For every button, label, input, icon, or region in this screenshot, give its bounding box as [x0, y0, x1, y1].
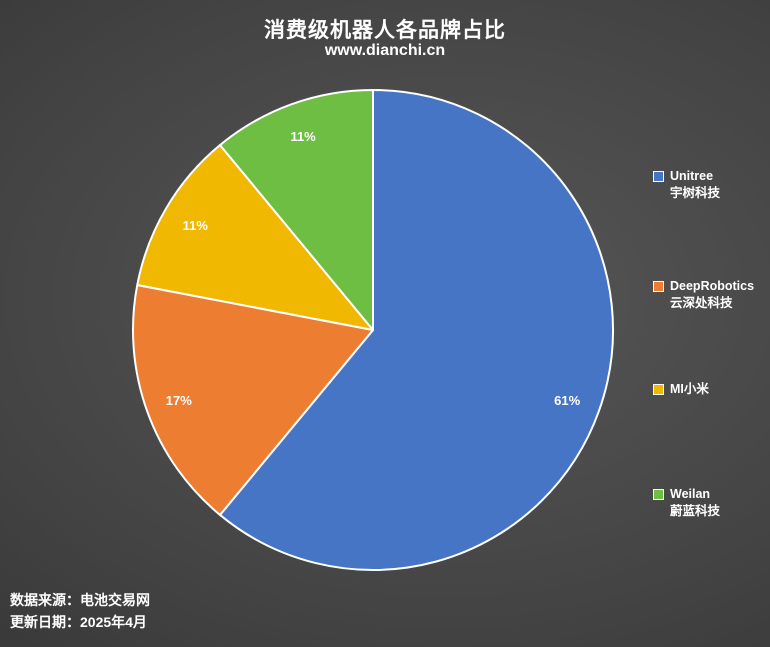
legend-label: DeepRobotics 云深处科技 — [670, 279, 755, 310]
legend-item-unitree[interactable]: Unitree 宇树科技 — [653, 168, 720, 202]
chart-footer: 数据来源：电池交易网 更新日期：2025年4月 — [10, 589, 150, 633]
legend-item-mi小米[interactable]: MI小米 — [653, 381, 709, 398]
legend-marker-icon — [653, 489, 664, 500]
data-source-text: 数据来源：电池交易网 — [10, 592, 150, 608]
slice-data-label-weilan: 11% — [290, 129, 316, 144]
slice-data-label-mi小米: 11% — [183, 218, 209, 233]
slice-data-label-deeprobotics: 17% — [166, 393, 192, 408]
legend-item-deeprobotics[interactable]: DeepRobotics 云深处科技 — [653, 278, 754, 312]
pie-slice-deeprobotics[interactable] — [132, 284, 374, 516]
legend-item-weilan[interactable]: Weilan 蔚蓝科技 — [653, 486, 720, 520]
legend-label: Unitree 宇树科技 — [670, 169, 721, 200]
update-date-text: 更新日期：2025年4月 — [10, 614, 147, 630]
pie-slice-mi小米[interactable] — [136, 144, 374, 331]
legend-marker-icon — [653, 384, 664, 395]
legend-label: Weilan 蔚蓝科技 — [670, 487, 721, 518]
legend-label: MI小米 — [670, 382, 709, 396]
legend-marker-icon — [653, 171, 664, 182]
chart-subtitle: www.dianchi.cn — [324, 42, 446, 59]
pie-slice-unitree[interactable] — [219, 89, 614, 571]
chart-legend: Unitree 宇树科技 DeepRobotics 云深处科技 MI小米 Weilan 蔚蓝… — [653, 0, 768, 647]
slice-data-label-unitree: 61% — [554, 393, 580, 408]
legend-marker-icon — [653, 281, 664, 292]
chart-title: 消费级机器人各品牌占比 — [264, 19, 506, 42]
pie-slice-weilan[interactable] — [219, 89, 374, 331]
